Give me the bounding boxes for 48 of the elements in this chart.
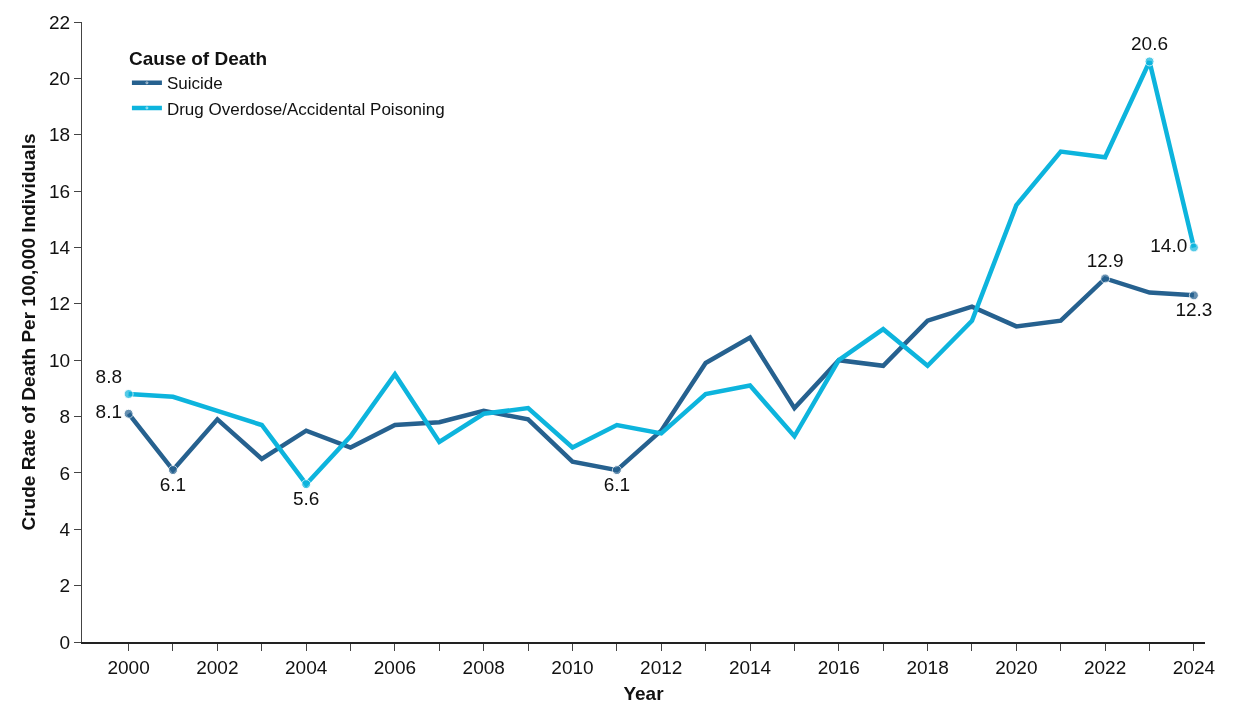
legend-label: Drug Overdose/Accidental Poisoning xyxy=(166,99,445,119)
x-tick-label: 2014 xyxy=(728,656,772,678)
data-label: 12.9 xyxy=(1086,250,1124,272)
y-tick-label: 0 xyxy=(59,631,71,653)
x-tick-label: 2018 xyxy=(906,656,949,678)
point xyxy=(1188,290,1199,301)
y-axis-title: Crude Rate of Death Per 100,000 Individuals xyxy=(17,133,39,531)
data-label: 6.1 xyxy=(159,473,187,495)
point xyxy=(167,465,178,476)
x-tick-label: 2002 xyxy=(196,656,239,678)
y-tick-label: 4 xyxy=(59,518,71,540)
point xyxy=(301,479,312,490)
x-tick-label: 2004 xyxy=(285,656,328,678)
y-tick-label: 2 xyxy=(59,575,71,597)
y-tick-label: 18 xyxy=(49,124,71,146)
data-label: 8.1 xyxy=(95,401,122,423)
point xyxy=(611,465,622,476)
y-tick-label: 22 xyxy=(49,11,71,33)
x-tick-label: 2010 xyxy=(551,656,594,678)
x-tick-label: 2020 xyxy=(995,656,1038,678)
y-tick-label: 14 xyxy=(49,237,71,259)
x-tick-label: 2012 xyxy=(640,656,683,678)
point xyxy=(1188,242,1199,253)
y-tick-label: 12 xyxy=(49,293,71,315)
legend-label: Suicide xyxy=(166,74,223,94)
y-tick-label: 8 xyxy=(59,406,71,428)
point xyxy=(1144,56,1155,67)
data-label: 14.0 xyxy=(1150,235,1188,257)
x-tick-label: 2006 xyxy=(373,656,417,678)
legend-title: Cause of Death xyxy=(128,48,268,70)
y-tick-label: 6 xyxy=(59,462,71,484)
data-label: 20.6 xyxy=(1131,33,1169,55)
y-tick-label: 16 xyxy=(49,180,71,202)
data-label: 8.8 xyxy=(95,365,122,387)
y-tick-label: 20 xyxy=(49,68,71,90)
data-label: 12.3 xyxy=(1175,299,1213,321)
point xyxy=(1100,273,1111,284)
y-tick-label: 10 xyxy=(49,349,71,371)
x-tick-label: 2016 xyxy=(817,656,860,678)
data-label: 6.1 xyxy=(603,473,631,495)
x-tick-label: 2008 xyxy=(462,656,505,678)
point xyxy=(123,389,134,399)
data-label: 5.6 xyxy=(292,488,320,510)
x-tick-label: 2000 xyxy=(107,656,150,678)
x-tick-label: 2024 xyxy=(1172,656,1216,678)
point xyxy=(123,408,134,419)
x-tick-label: 2022 xyxy=(1083,656,1127,678)
x-axis-title: Year xyxy=(623,682,665,704)
